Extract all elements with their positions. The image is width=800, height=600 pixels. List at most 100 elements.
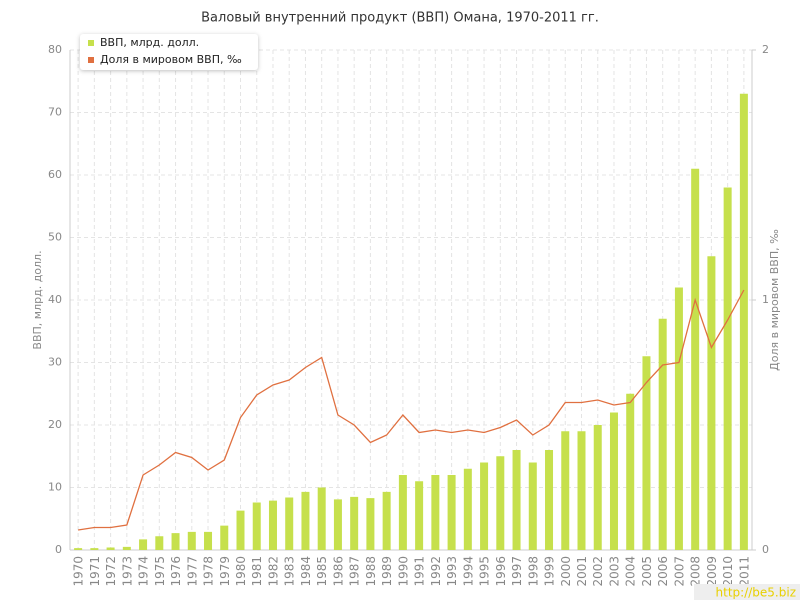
x-tick-label: 1974: [137, 556, 151, 587]
bar: [431, 475, 440, 550]
x-tick-label: 2009: [705, 556, 719, 587]
legend-label: ВВП, млрд. долл.: [100, 36, 199, 49]
bar: [350, 496, 359, 550]
x-tick-label: 2000: [559, 556, 573, 587]
bar: [382, 491, 391, 550]
y-tick-label: 30: [48, 356, 62, 369]
x-tick-label: 1986: [331, 556, 345, 587]
bar: [415, 481, 424, 550]
bar: [512, 450, 521, 550]
x-tick-label: 1976: [169, 556, 183, 587]
bar: [139, 539, 148, 550]
y-tick-label: 70: [48, 106, 62, 119]
bar: [463, 468, 472, 550]
legend: ВВП, млрд. долл. Доля в мировом ВВП, ‰: [80, 34, 258, 70]
x-tick-label: 1977: [185, 556, 199, 587]
x-tick-label: 2001: [575, 556, 589, 587]
bar: [285, 497, 294, 550]
y-tick-label: 20: [48, 418, 62, 431]
bar: [528, 462, 537, 550]
x-tick-label: 1985: [315, 556, 329, 587]
x-tick-label: 1978: [202, 556, 216, 587]
x-tick-label: 1984: [299, 556, 313, 587]
bar: [691, 168, 700, 550]
x-tick-label: 1979: [218, 556, 232, 587]
y-tick-label: 10: [48, 481, 62, 494]
x-tick-label: 2002: [591, 556, 605, 587]
bar: [593, 425, 602, 550]
x-tick-label: 1983: [283, 556, 297, 587]
x-tick-label: 1997: [510, 556, 524, 587]
bar: [626, 393, 635, 550]
bar: [106, 547, 115, 550]
bar: [122, 546, 131, 550]
bar: [220, 525, 229, 550]
x-tick-label: 2007: [672, 556, 686, 587]
x-tick-label: 2010: [721, 556, 735, 587]
x-tick-label: 2006: [656, 556, 670, 587]
bar: [398, 475, 407, 550]
x-tick-label: 1987: [348, 556, 362, 587]
x-tick-label: 1992: [429, 556, 443, 587]
x-tick-label: 1989: [380, 556, 394, 587]
bar: [171, 533, 180, 550]
watermark: http://be5.biz: [716, 586, 796, 600]
legend-label: Доля в мировом ВВП, ‰: [100, 53, 242, 66]
bar: [333, 499, 342, 550]
line: [78, 289, 745, 531]
bar: [658, 318, 667, 550]
y-axis-label: ВВП, млрд. долл.: [31, 250, 44, 349]
x-tick-label: 1971: [88, 556, 102, 587]
legend-swatch: [88, 40, 94, 46]
bar: [447, 475, 456, 550]
bar: [187, 531, 196, 550]
y2-tick-label: 0: [762, 543, 769, 556]
y2-axis-label: Доля в мировом ВВП, ‰: [768, 229, 781, 371]
bar: [268, 500, 277, 550]
y-tick-label: 60: [48, 168, 62, 181]
x-tick-label: 1994: [461, 556, 475, 587]
y2-tick-label: 2: [762, 43, 769, 56]
bar: [707, 256, 716, 550]
bar: [577, 431, 586, 550]
x-tick-label: 1993: [445, 556, 459, 587]
x-tick-label: 2011: [737, 556, 751, 587]
x-tick-label: 1999: [543, 556, 557, 587]
y2-tick-label: 1: [762, 293, 769, 306]
bar: [74, 548, 83, 550]
x-tick-label: 1973: [120, 556, 134, 587]
x-tick-label: 1991: [413, 556, 427, 587]
bar: [674, 287, 683, 550]
bar: [723, 187, 732, 550]
chart-title: Валовый внутренний продукт (ВВП) Омана, …: [201, 11, 599, 26]
bar: [545, 450, 554, 550]
x-tick-label: 2004: [624, 556, 638, 587]
bar: [204, 531, 213, 550]
x-tick-label: 2008: [689, 556, 703, 587]
x-tick-label: 1982: [266, 556, 280, 587]
y-tick-label: 40: [48, 293, 62, 306]
x-tick-label: 2005: [640, 556, 654, 587]
x-tick-label: 1970: [72, 556, 86, 587]
x-tick-label: 1972: [104, 556, 118, 587]
bar: [236, 510, 245, 550]
x-tick-label: 2003: [607, 556, 621, 587]
bar: [496, 456, 505, 550]
x-tick-label: 1980: [234, 556, 248, 587]
x-tick-label: 1998: [526, 556, 540, 587]
bar: [317, 487, 326, 550]
bar: [642, 356, 651, 550]
bar: [609, 412, 618, 550]
y-tick-label: 80: [48, 43, 62, 56]
x-tick-label: 1975: [153, 556, 167, 587]
x-tick-label: 1996: [494, 556, 508, 587]
y-tick-label: 0: [55, 543, 62, 556]
legend-box: [80, 34, 258, 70]
bar: [252, 502, 261, 550]
x-tick-label: 1981: [250, 556, 264, 587]
x-tick-label: 1990: [396, 556, 410, 587]
bar: [301, 491, 310, 550]
bar: [366, 498, 375, 550]
bar: [90, 548, 99, 550]
